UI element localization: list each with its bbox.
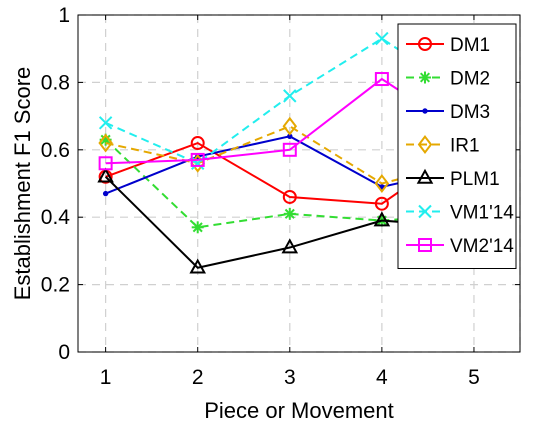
marker-stroke <box>284 208 295 219</box>
y-axis-label: Establishment F1 Score <box>10 67 35 301</box>
marker-stroke <box>283 89 297 103</box>
y-tick-label: 1 <box>58 4 70 27</box>
data-point <box>98 156 113 171</box>
legend-item: VM1'14 <box>406 203 514 224</box>
data-point <box>375 31 389 46</box>
data-point <box>281 238 299 254</box>
data-point <box>189 258 206 274</box>
legend-item: DM2 <box>406 69 490 90</box>
y-tick-label: 0.4 <box>41 206 71 229</box>
data-point <box>191 221 204 234</box>
marker-stroke <box>419 72 431 83</box>
legend-item: IR1 <box>406 135 480 157</box>
legend-swatch-marker <box>419 71 431 84</box>
legend-box <box>397 23 517 269</box>
data-point <box>190 136 205 151</box>
data-point <box>190 152 205 167</box>
legend-swatch-marker <box>422 108 428 114</box>
marker-stroke <box>418 204 432 219</box>
axes <box>77 14 521 353</box>
data-point <box>283 89 297 103</box>
legend-item: VM2'14 <box>406 236 514 257</box>
data-point <box>282 189 297 204</box>
legend-swatch-marker <box>418 37 432 51</box>
legend-label: IR1 <box>450 136 480 157</box>
x-axis-label: Piece or Movement <box>204 398 394 423</box>
y-tick-label: 0.8 <box>41 71 70 94</box>
legend-label: VM1'14 <box>450 203 514 224</box>
data-point <box>97 167 114 183</box>
legend: DM1 DM2 DM3 IR1 PLM1 VM1'14 VM2'14 <box>397 23 517 269</box>
legend-label: DM2 <box>450 69 490 90</box>
data-point <box>374 196 389 211</box>
marker-stroke <box>100 134 111 145</box>
data-point <box>282 142 297 157</box>
legend-item: DM3 <box>406 102 490 123</box>
y-tick-label: 0.6 <box>41 139 70 162</box>
legend-swatch-marker <box>418 238 432 252</box>
x-tick-label: 5 <box>468 366 480 389</box>
legend-item: DM1 <box>406 35 490 56</box>
data-point <box>374 72 389 87</box>
data-point <box>98 133 113 153</box>
legend-item: PLM1 <box>406 168 500 190</box>
x-tick-label: 1 <box>100 366 112 389</box>
data-point <box>102 190 109 197</box>
legend-label: VM2'14 <box>450 236 514 257</box>
marker-stroke <box>98 116 113 130</box>
legend-label: DM1 <box>450 35 490 56</box>
plot-frame <box>77 14 521 353</box>
x-tick-label: 3 <box>284 366 296 389</box>
marker-stroke <box>375 31 389 46</box>
data-point <box>373 211 391 227</box>
legend-label: PLM1 <box>450 169 500 190</box>
y-tick-label: 0.2 <box>41 274 70 297</box>
data-point <box>98 116 113 130</box>
marker-stroke <box>192 222 203 233</box>
data-point <box>374 174 390 193</box>
x-tick-label: 4 <box>376 366 388 389</box>
y-tick-label: 0 <box>58 341 70 364</box>
data-point <box>282 116 298 136</box>
legend-swatch-marker <box>418 204 432 219</box>
x-tick-label: 2 <box>192 366 204 389</box>
legend-label: DM3 <box>450 102 490 123</box>
legend-swatch-marker <box>417 135 433 154</box>
data-point <box>283 207 296 220</box>
tick-labels: 1 2 3 4 5 0 0.2 0.4 0.6 0.8 1 <box>41 4 480 389</box>
legend-swatch-marker <box>416 168 434 184</box>
